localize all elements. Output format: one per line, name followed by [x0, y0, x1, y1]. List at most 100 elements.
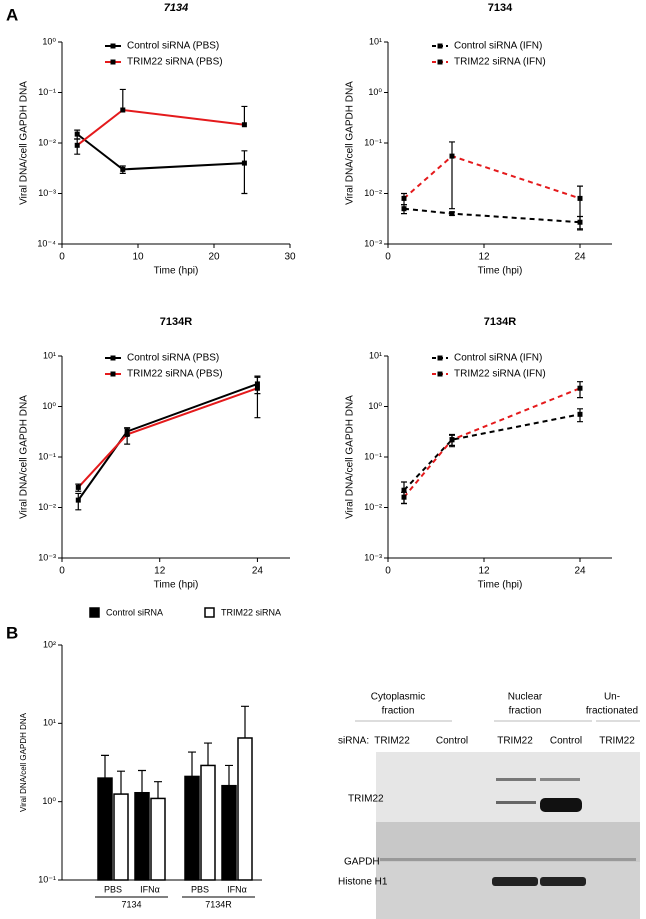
- legend-label: TRIM22 siRNA (PBS): [127, 57, 223, 68]
- legend-label: Control siRNA (IFN): [454, 353, 542, 364]
- sirna-label: siRNA:: [338, 736, 369, 747]
- fraction-label: Nuclear: [508, 692, 543, 703]
- y-tick-label: 10⁻²: [364, 502, 382, 512]
- y-axis-label: Viral DNA/cell GAPDH DNA: [19, 712, 28, 812]
- blot-band: [496, 778, 536, 781]
- x-axis-label: Time (hpi): [478, 266, 523, 277]
- data-point: [120, 107, 126, 113]
- x-axis-label: Time (hpi): [478, 580, 523, 591]
- legend-label: TRIM22 siRNA: [221, 607, 281, 617]
- x-tick-label: IFNα: [140, 884, 160, 894]
- error-bar: [241, 105, 248, 125]
- data-point: [241, 122, 247, 128]
- chart-title: 7134R: [484, 316, 516, 328]
- legend-marker: [110, 43, 116, 49]
- blot-band: [492, 877, 538, 886]
- y-axis-label: Viral DNA/cell GAPDH DNA: [345, 81, 356, 205]
- x-tick-label: 0: [385, 252, 391, 263]
- chart-title: 7134R: [160, 316, 192, 328]
- legend-label: TRIM22 siRNA (IFN): [454, 369, 546, 380]
- series-line: [76, 108, 245, 147]
- error-bar: [204, 742, 212, 766]
- lane-label: Control: [550, 736, 582, 747]
- legend-label: Control siRNA (IFN): [454, 41, 542, 52]
- error-bar: [577, 185, 583, 230]
- y-tick-label: 10⁻³: [38, 188, 56, 198]
- x-tick-label: 12: [478, 566, 490, 577]
- row-label: Histone H1: [338, 877, 388, 888]
- series-line: [77, 387, 258, 489]
- fraction-label: fraction: [509, 706, 542, 717]
- y-tick-label: 10⁻¹: [364, 137, 382, 147]
- x-tick-label: 30: [284, 252, 296, 263]
- error-bar: [117, 770, 125, 795]
- lane-label: TRIM22: [374, 736, 410, 747]
- y-tick-label: 10⁻³: [38, 552, 56, 562]
- panel-label: A: [6, 5, 18, 24]
- legend-marker: [437, 355, 443, 361]
- blot-band: [540, 877, 586, 886]
- bar: [113, 793, 129, 881]
- x-tick-label: 0: [385, 566, 391, 577]
- error-bar: [101, 754, 109, 779]
- legend-label: TRIM22 siRNA (PBS): [127, 369, 223, 380]
- fraction-label: fractionated: [586, 706, 638, 717]
- x-tick-label: 24: [252, 566, 264, 577]
- legend-label: TRIM22 siRNA (IFN): [454, 57, 546, 68]
- data-point: [577, 411, 583, 417]
- data-point: [254, 385, 260, 391]
- fraction-label: Un-: [604, 692, 620, 703]
- legend-label: Control siRNA: [106, 607, 163, 617]
- lane-label: TRIM22: [497, 736, 533, 747]
- x-tick-label: 0: [59, 566, 65, 577]
- western-blot: Cytoplasmic fraction Nuclear fraction Un…: [338, 692, 640, 919]
- data-point: [75, 497, 81, 503]
- group-label: 7134: [121, 899, 141, 909]
- blot-image: [376, 822, 640, 862]
- x-tick-label: 20: [208, 252, 220, 263]
- data-point: [74, 131, 80, 137]
- x-tick-label: PBS: [104, 884, 122, 894]
- y-tick-label: 10⁰: [368, 87, 382, 97]
- data-point: [577, 385, 583, 391]
- blot-image: [376, 862, 640, 919]
- legend-marker: [89, 607, 100, 618]
- data-point: [241, 160, 247, 166]
- x-axis-label: Time (hpi): [154, 266, 199, 277]
- row-label: TRIM22: [348, 794, 384, 805]
- y-tick-label: 10⁻⁴: [37, 238, 56, 248]
- lane-label: TRIM22: [599, 736, 635, 747]
- legend-label: Control siRNA (PBS): [127, 353, 219, 364]
- x-tick-label: 12: [154, 566, 166, 577]
- data-point: [449, 153, 455, 159]
- data-point: [577, 195, 583, 201]
- y-tick-label: 10¹: [369, 36, 382, 46]
- panel-label: B: [6, 623, 18, 642]
- chart-title: 7134: [164, 2, 188, 14]
- series-line: [403, 207, 581, 224]
- y-tick-label: 10⁻¹: [364, 451, 382, 461]
- error-bar: [138, 769, 146, 793]
- series-line: [403, 387, 581, 498]
- bar: [200, 764, 216, 881]
- data-point: [74, 142, 80, 148]
- bar: [97, 777, 113, 881]
- legend-marker: [110, 371, 116, 377]
- y-tick-label: 10⁻²: [38, 137, 56, 147]
- y-tick-label: 10⁻¹: [38, 874, 56, 884]
- x-tick-label: IFNα: [227, 884, 247, 894]
- bar: [237, 737, 253, 881]
- x-tick-label: 24: [574, 252, 586, 263]
- x-tick-label: 24: [574, 566, 586, 577]
- x-tick-label: 12: [478, 252, 490, 263]
- x-tick-label: PBS: [191, 884, 209, 894]
- legend-marker: [437, 43, 443, 49]
- data-point: [120, 166, 126, 172]
- y-tick-label: 10⁰: [368, 401, 382, 411]
- blot-band: [540, 798, 582, 812]
- y-tick-label: 10⁰: [42, 401, 56, 411]
- error-bar: [241, 150, 248, 195]
- lane-label: Control: [436, 736, 468, 747]
- legend-marker: [204, 607, 215, 618]
- fraction-label: Cytoplasmic: [371, 692, 425, 703]
